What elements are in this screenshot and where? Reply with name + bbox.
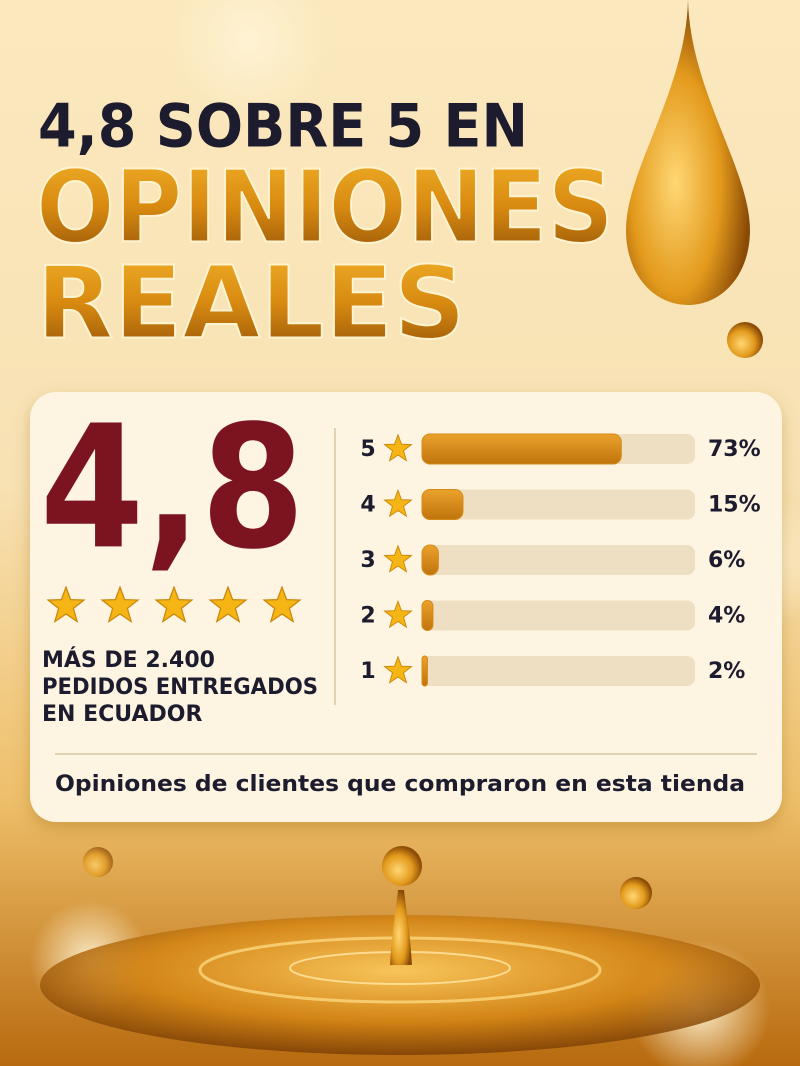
droplet <box>727 322 763 358</box>
category-label: 5 <box>360 437 375 462</box>
headline-accent: REALES <box>36 244 466 361</box>
bar <box>421 433 622 465</box>
rating-distribution: 5 73% 4 15% 3 6% 2 4% 1 2% <box>360 433 761 687</box>
bar <box>421 600 434 631</box>
note-line: EN ECUADOR <box>42 702 202 727</box>
bar-track <box>422 489 695 520</box>
bar <box>421 544 439 576</box>
category-label: 4 <box>360 493 375 518</box>
note-line: MÁS DE 2.400 <box>42 647 215 673</box>
note-line: PEDIDOS ENTREGADOS <box>42 675 318 700</box>
footer-text: Opiniones de clientes que compraron en e… <box>55 772 745 797</box>
headline: 4,8 SOBRE 5 EN <box>38 92 528 162</box>
category-label: 2 <box>360 604 375 629</box>
droplet <box>83 847 113 877</box>
bar <box>421 655 428 687</box>
bar-track <box>422 545 695 575</box>
bar-track <box>422 600 695 631</box>
value-label: 6% <box>708 548 745 573</box>
bar-track <box>422 656 695 686</box>
bokeh <box>170 0 330 120</box>
oil-drop <box>626 0 750 305</box>
category-label: 3 <box>360 548 375 573</box>
headline-accent: OPINIONES <box>36 148 614 265</box>
rating-score: 4,8 <box>40 389 305 587</box>
splash <box>390 890 412 965</box>
bar <box>421 489 464 520</box>
droplet <box>382 846 422 886</box>
value-label: 73% <box>708 437 761 462</box>
value-label: 4% <box>708 604 745 629</box>
value-label: 15% <box>708 493 761 518</box>
category-label: 1 <box>360 659 375 684</box>
value-label: 2% <box>708 659 745 684</box>
droplet <box>620 877 652 909</box>
